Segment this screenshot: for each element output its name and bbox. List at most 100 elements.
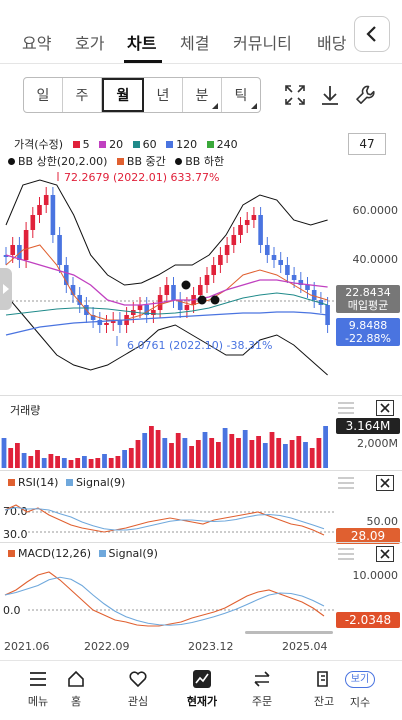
volume-bar — [82, 456, 87, 468]
price-legend-title: 가격(수정) — [14, 138, 64, 151]
bb-upper-dot — [8, 158, 15, 165]
low-annotation: 6.0761 (2022.10) -38.31% — [127, 339, 273, 352]
volume-bar — [289, 440, 295, 468]
volume-bar — [323, 426, 328, 468]
candle — [151, 310, 156, 315]
nav-favorite[interactable]: 관심 — [108, 669, 168, 709]
chevron-left-icon — [366, 26, 376, 42]
ma60-label: 60 — [142, 138, 157, 151]
candle — [198, 285, 203, 295]
heart-icon — [129, 671, 147, 688]
period-tick[interactable]: 틱 — [222, 78, 260, 112]
volume-bar — [108, 458, 114, 468]
nav-favorite-label: 관심 — [127, 695, 149, 708]
nav-home[interactable]: 홈 — [48, 669, 104, 709]
rsi-value-tag: 28.09 — [336, 528, 400, 544]
bb-mid-line — [5, 244, 328, 321]
volume-bar — [61, 458, 67, 468]
close-rsi-button[interactable] — [376, 475, 394, 491]
candle — [177, 300, 183, 310]
tab-community[interactable]: 커뮤니티 — [233, 34, 292, 53]
tab-summary[interactable]: 요약 — [22, 34, 52, 53]
candle — [231, 235, 237, 245]
nav-current-price[interactable]: 현재가 — [172, 669, 232, 709]
avg-price-value: 22.8434 — [345, 286, 391, 299]
rsi-chart[interactable] — [0, 490, 335, 545]
divider — [0, 470, 402, 471]
tab-trades[interactable]: 체결 — [180, 34, 210, 53]
tab-orderbook[interactable]: 호가 — [75, 34, 105, 53]
download-icon[interactable] — [318, 83, 342, 107]
chart-count-box[interactable]: 47 — [348, 133, 386, 155]
period-day-label: 일 — [36, 88, 50, 104]
tab-dividend[interactable]: 배당 — [317, 34, 347, 53]
ma240-label: 240 — [216, 138, 238, 151]
period-year[interactable]: 년 — [144, 78, 183, 112]
nav-index[interactable]: 보기 지수 — [330, 669, 390, 710]
period-year-label: 년 — [156, 88, 170, 104]
volume-bar — [135, 440, 141, 468]
candle — [278, 260, 283, 265]
macd-signal-line — [4, 576, 325, 626]
price-axis-40: 40.0000 — [352, 253, 399, 266]
macd-legend: MACD(12,26) Signal(9) — [8, 547, 158, 560]
chart-left-handle[interactable] — [0, 268, 12, 310]
nav-home-label: 홈 — [70, 695, 82, 708]
bb-legend: BB 상한(20,2.00) BB 중간 BB 하한 — [8, 153, 224, 169]
ma120-line — [5, 311, 328, 336]
stock-tabs: 요약 호가 차트 체결 커뮤니티 배당 — [0, 0, 402, 64]
price-chart[interactable] — [0, 125, 335, 395]
drag-handle-icon[interactable] — [338, 402, 354, 414]
nav-balance[interactable]: 잔고 — [296, 669, 352, 709]
volume-bar — [102, 454, 107, 468]
volume-bar — [155, 430, 161, 468]
period-month[interactable]: 월 — [102, 78, 144, 112]
nav-balance-label: 잔고 — [313, 695, 335, 708]
volume-bar — [249, 440, 255, 468]
rsi-legend: RSI(14) Signal(9) — [8, 476, 125, 489]
volume-bar — [75, 458, 81, 468]
drag-handle-icon[interactable] — [338, 548, 354, 560]
expand-icon[interactable] — [283, 83, 307, 107]
rsi-title: RSI(14) — [18, 476, 59, 489]
candle — [164, 285, 170, 295]
volume-bar — [236, 438, 241, 468]
volume-bar — [169, 443, 174, 468]
macd-signal-swatch — [98, 550, 106, 557]
close-macd-button[interactable] — [376, 546, 394, 562]
volume-bar — [115, 456, 121, 468]
chart-scrollbar[interactable] — [245, 631, 333, 634]
candle — [117, 320, 123, 325]
candle — [3, 255, 9, 257]
volume-bar — [229, 434, 235, 468]
period-minute-label: 분 — [195, 88, 209, 104]
macd-chart[interactable] — [0, 560, 335, 635]
candle — [37, 205, 42, 215]
candle — [244, 220, 250, 225]
volume-value-tag: 3.164M — [336, 418, 400, 434]
period-minute[interactable]: 분 — [183, 78, 222, 112]
candle — [57, 235, 62, 265]
period-week[interactable]: 주 — [63, 78, 102, 112]
nav-menu[interactable]: 메뉴 — [8, 669, 68, 709]
drag-handle-icon[interactable] — [338, 477, 354, 489]
macd-title: MACD(12,26) — [18, 547, 92, 560]
rsi-signal-line — [4, 506, 325, 531]
volume-bar — [8, 448, 14, 468]
candle — [64, 265, 69, 285]
volume-chart[interactable] — [0, 420, 335, 470]
period-day[interactable]: 일 — [24, 78, 63, 112]
volume-bar — [1, 438, 7, 468]
candle — [70, 285, 76, 295]
tabs-more-button[interactable] — [354, 16, 390, 52]
wrench-icon[interactable] — [354, 83, 378, 107]
candle — [110, 320, 116, 323]
period-tick-label: 틱 — [234, 88, 248, 104]
nav-order[interactable]: 주문 — [232, 669, 292, 709]
macd-value-tag: -2.0348 — [336, 612, 400, 628]
volume-bar — [15, 443, 20, 468]
volume-bar — [41, 458, 47, 468]
tab-chart[interactable]: 차트 — [127, 34, 157, 53]
rsi-axis-50: 50.00 — [366, 515, 399, 528]
close-volume-button[interactable] — [376, 400, 394, 416]
